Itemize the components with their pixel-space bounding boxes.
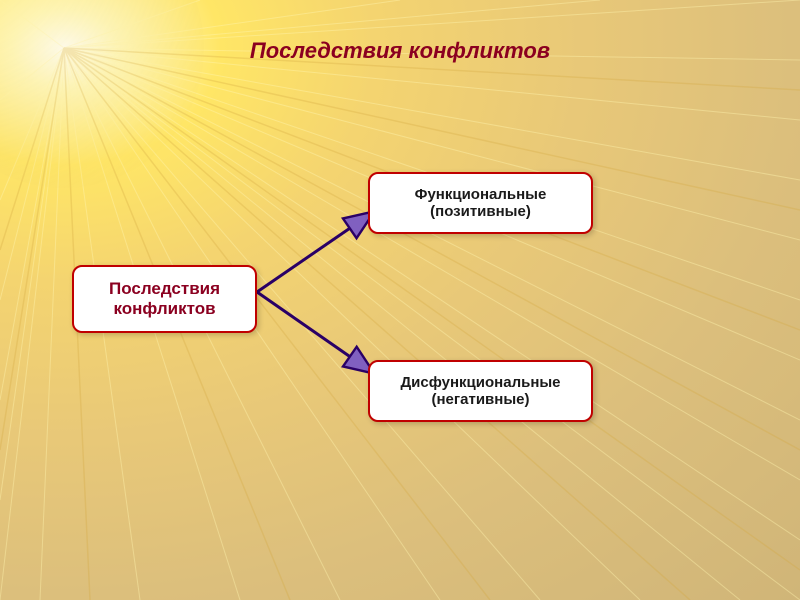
diagram-title: Последствия конфликтов [0, 38, 800, 64]
node-functional: Функциональные (позитивные) [368, 172, 593, 234]
node-source: Последствия конфликтов [72, 265, 257, 333]
edge-to-functional [257, 213, 372, 292]
node-dysfunctional: Дисфункциональные (негативные) [368, 360, 593, 422]
edge-to-dysfunctional [257, 292, 372, 372]
